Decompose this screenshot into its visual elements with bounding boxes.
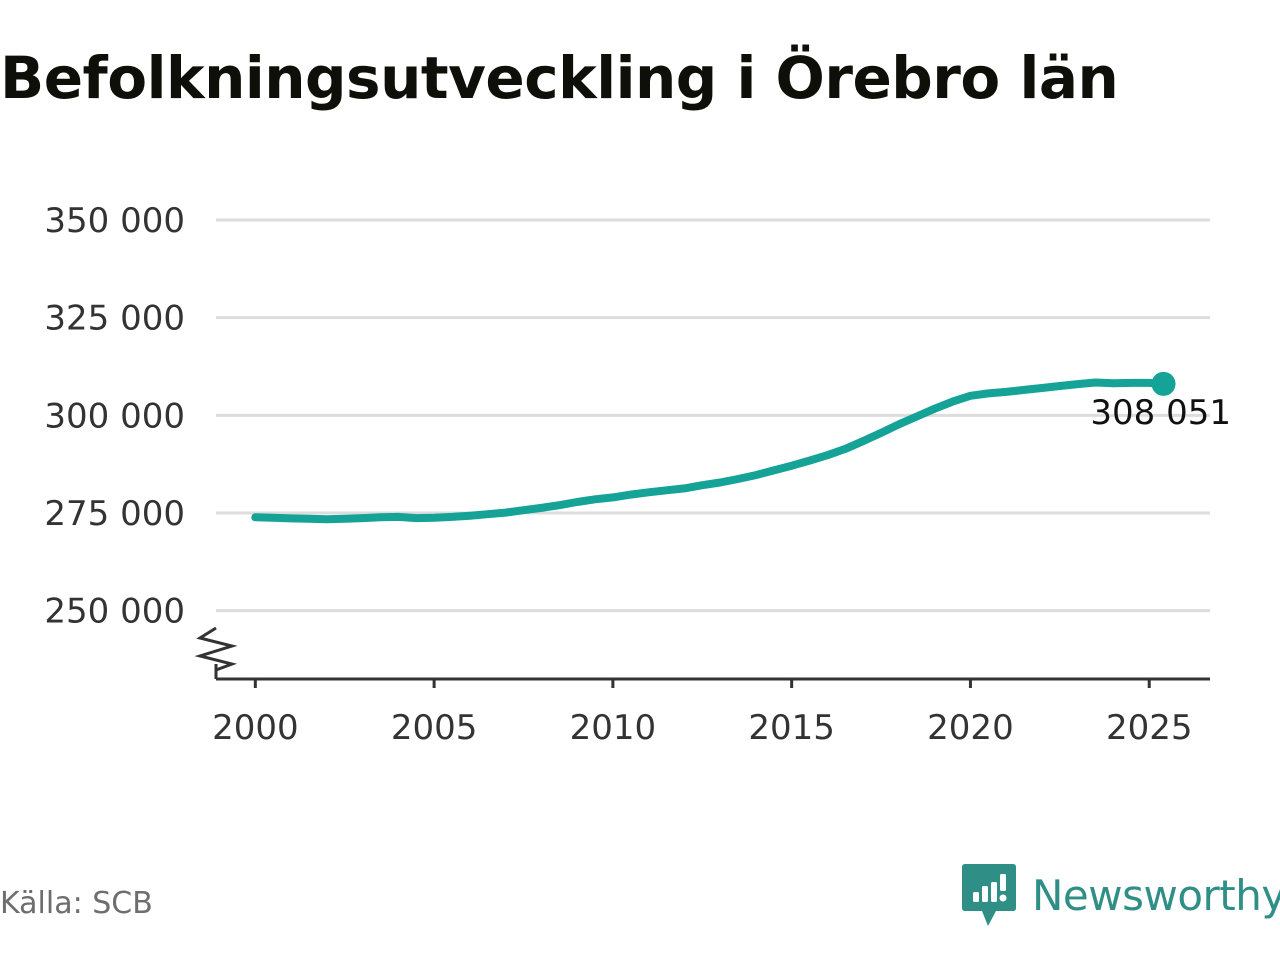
- y-tick-label: 325 000: [44, 299, 185, 339]
- y-tick-label: 350 000: [44, 201, 185, 241]
- gridlines: [216, 218, 1210, 613]
- x-tick-label: 2000: [212, 708, 299, 748]
- x-tick-label: 2010: [570, 708, 657, 748]
- labels: 250 000 275 000 300 000 325 000 350 000 2000 2…: [44, 201, 1231, 748]
- last-value-label: 308 051: [1090, 393, 1231, 433]
- last-point-marker: [1151, 371, 1176, 396]
- x-tick-label: 2025: [1106, 708, 1193, 748]
- y-tick-label: 275 000: [44, 494, 185, 534]
- axes: [194, 626, 1210, 688]
- source-note: Källa: SCB: [0, 886, 153, 921]
- chart-title: Befolkningsutveckling i Örebro län: [0, 44, 1119, 112]
- y-tick-label: 250 000: [44, 592, 185, 632]
- bar-chart-speech-bubble-icon: [962, 864, 1016, 926]
- newsworthy-logo: Newsworthy: [962, 862, 1280, 928]
- axis-break-mark: [194, 626, 238, 672]
- x-tick-label: 2005: [391, 708, 478, 748]
- y-tick-label: 300 000: [44, 396, 185, 436]
- series: [251, 371, 1176, 524]
- series-line: [251, 378, 1168, 524]
- x-tick-label: 2015: [748, 708, 835, 748]
- x-tick-label: 2020: [927, 708, 1014, 748]
- brand-name: Newsworthy: [1032, 870, 1280, 920]
